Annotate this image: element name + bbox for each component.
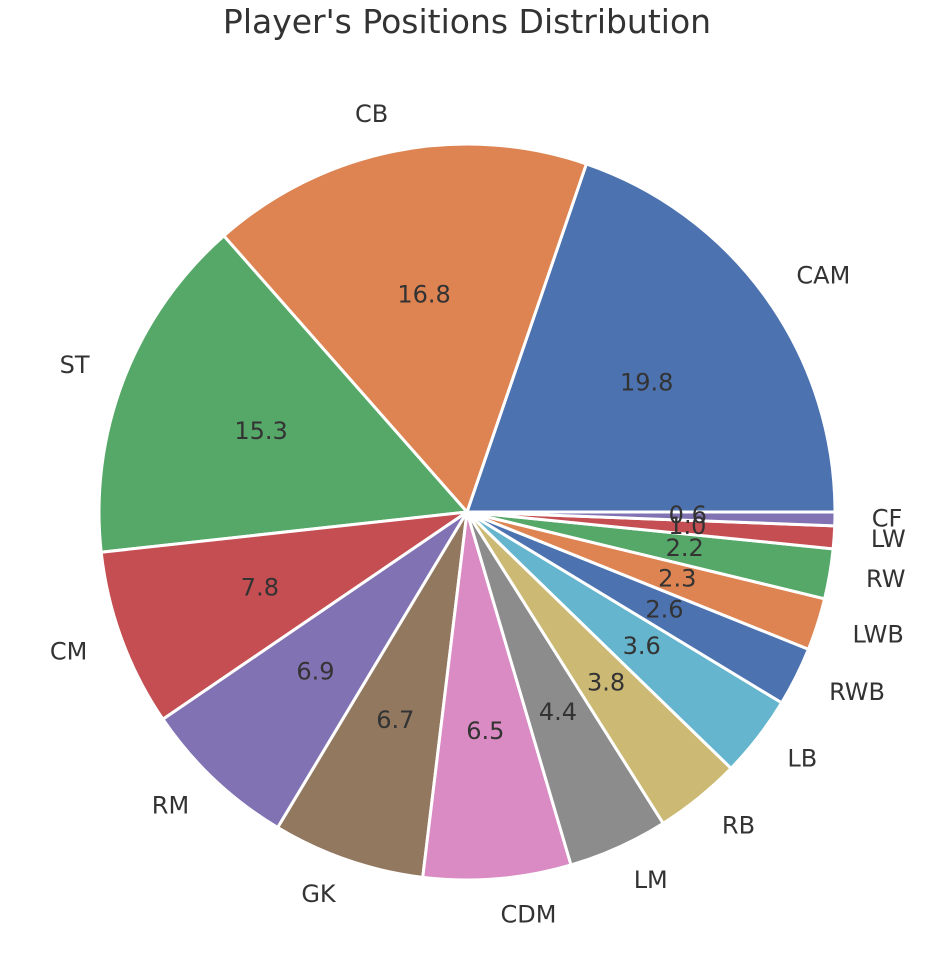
pie-slice-cdm [421, 510, 573, 882]
value-label-cam: 19.8 [620, 369, 673, 397]
category-label-rm: RM [152, 791, 189, 819]
category-label-lwb: LWB [852, 621, 903, 649]
pie-slices [97, 142, 837, 882]
category-label-cm: CM [50, 637, 87, 665]
category-label-cdm: CDM [501, 900, 557, 928]
category-label-gk: GK [301, 880, 337, 908]
value-label-lm: 4.4 [539, 698, 577, 726]
value-label-cm: 7.8 [241, 574, 279, 602]
pie-slice-cam [465, 162, 837, 514]
value-label-st: 15.3 [234, 417, 287, 445]
pie-slice-cf [465, 510, 837, 528]
value-labels: 19.8 16.8 15.3 7.8 6.9 6.7 6.5 4.4 3.8 3.6 2.6 2.32… [234, 280, 706, 745]
pie-slice-cb [222, 142, 588, 514]
category-label-lw: LW [871, 525, 906, 553]
category-label-cam: CAM [796, 262, 850, 290]
value-label-rw: 2.2 [666, 534, 704, 562]
value-label-rwb: 2.6 [645, 596, 683, 624]
value-label-lb: 3.6 [623, 632, 661, 660]
category-label-rwb: RWB [829, 678, 885, 706]
value-label-gk: 6.7 [376, 706, 414, 734]
value-label-cdm: 6.5 [466, 717, 504, 745]
value-label-rb: 3.8 [587, 669, 625, 697]
category-label-cf: CF [872, 505, 903, 533]
category-label-cb: CB [355, 100, 388, 128]
category-label-st: ST [60, 351, 90, 379]
category-label-rw: RW [866, 565, 905, 593]
chart-title: Player's Positions Distribution [223, 2, 711, 41]
value-label-cb: 16.8 [397, 280, 450, 308]
pie-slice-st [97, 234, 469, 554]
pie-slice-gk [276, 510, 469, 879]
value-label-rm: 6.9 [296, 658, 334, 686]
category-label-rb: RB [722, 811, 755, 839]
pie-slice-cm [99, 510, 469, 721]
value-label-lwb: 2.3 [658, 564, 696, 592]
value-label-cf: 0.6 [669, 501, 707, 529]
value-label-lw: 1.0 [668, 512, 706, 540]
category-label-lb: LB [787, 744, 817, 772]
pie-slice-rm [161, 510, 469, 830]
category-label-lm: LM [634, 866, 668, 894]
